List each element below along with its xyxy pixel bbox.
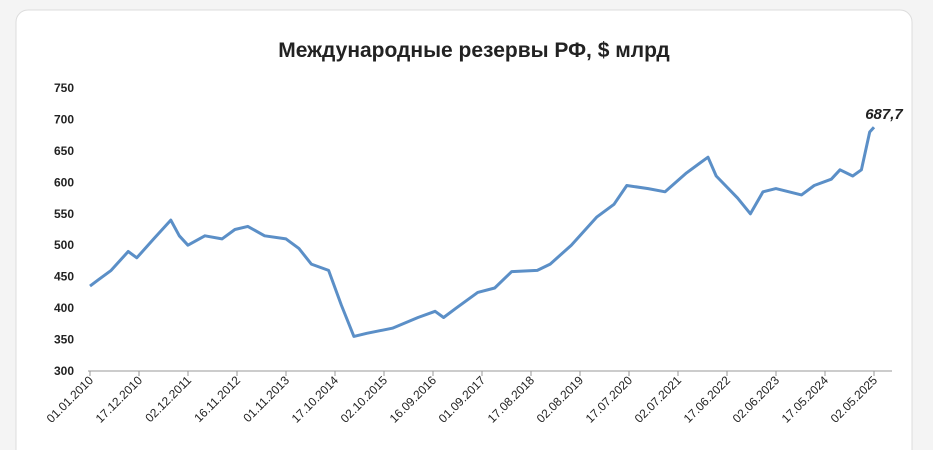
y-tick-label: 300	[54, 364, 74, 378]
y-tick-label: 450	[54, 270, 74, 284]
y-tick-label: 550	[54, 207, 74, 221]
y-tick-label: 400	[54, 301, 74, 315]
card	[15, 9, 913, 450]
value-label: 687,7	[865, 106, 903, 123]
chart-title: Международные резервы РФ, $ млрд	[278, 39, 669, 62]
y-tick-label: 500	[54, 238, 74, 252]
y-tick-label: 650	[54, 144, 74, 158]
y-tick-label: 700	[54, 112, 74, 126]
y-tick-label: 600	[54, 175, 74, 189]
y-tick-label: 750	[54, 81, 74, 95]
data-line	[89, 126, 876, 338]
y-tick-label: 350	[54, 333, 74, 347]
